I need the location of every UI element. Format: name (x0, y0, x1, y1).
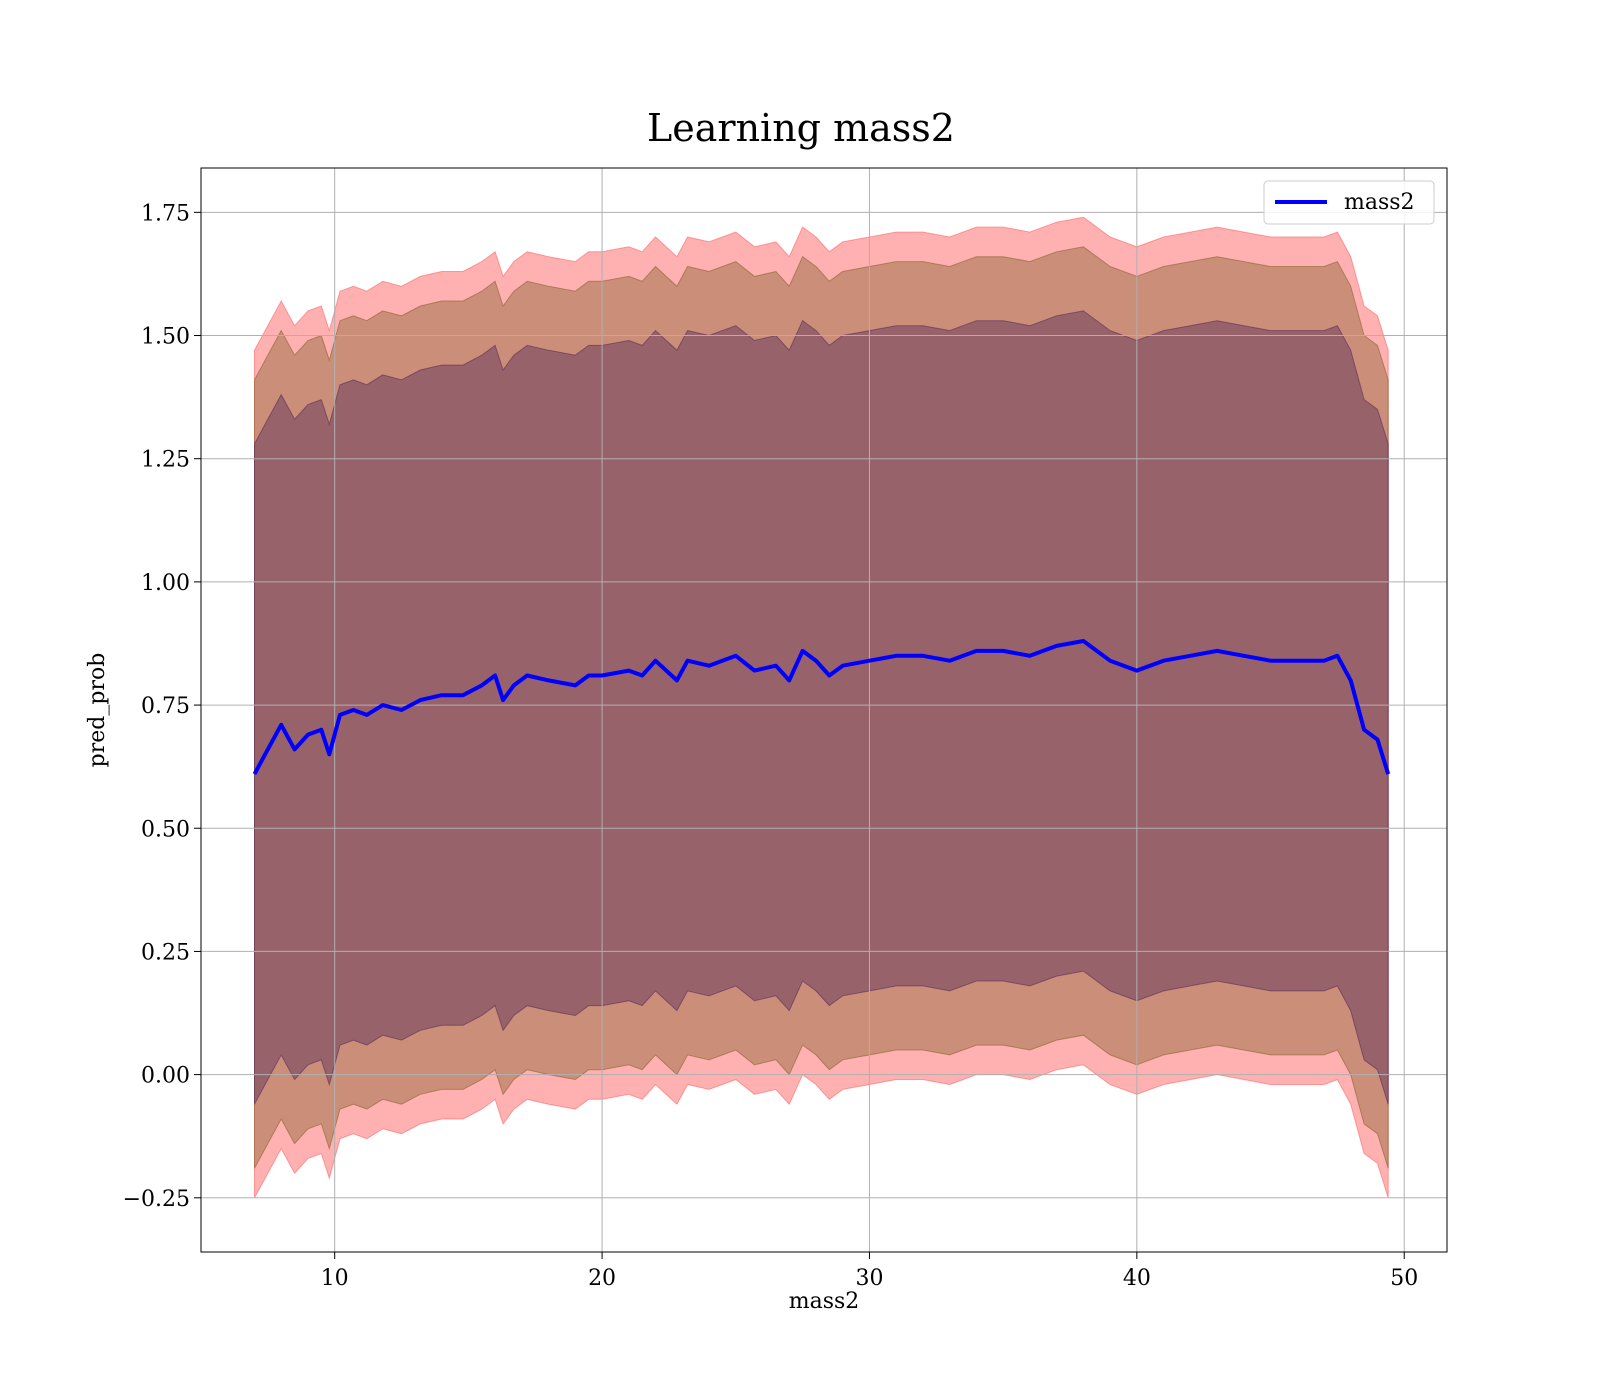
x-tick-label-2: 30 (855, 1266, 883, 1291)
y-tick-label-3: 0.50 (141, 817, 190, 842)
y-tick-label-6: 1.25 (141, 448, 190, 473)
y-axis-label: pred_prob (85, 653, 110, 768)
series-lines (252, 639, 1391, 776)
legend-box (1263, 180, 1435, 225)
y-axis-ticks: −0.25 0.00 0.25 0.50 0.75 1.00 1.25 1.50 1.75 (123, 201, 201, 1212)
series-line-mass2 (252, 639, 1391, 776)
band-1 (254, 246, 1389, 1169)
y-tick-label-4: 0.75 (141, 694, 190, 719)
y-tick-label-1: 0.00 (141, 1064, 190, 1089)
confidence-bands (254, 216, 1389, 1199)
plot-frame (200, 167, 1448, 1253)
x-tick-label-0: 10 (321, 1266, 349, 1291)
y-tick-label-0: −0.25 (123, 1187, 190, 1212)
y-tick-label-7: 1.50 (141, 325, 190, 350)
band-2 (254, 310, 1389, 1105)
y-tick-label-8: 1.75 (141, 201, 190, 226)
x-tick-label-3: 40 (1123, 1266, 1151, 1291)
legend: mass2 (1263, 180, 1435, 225)
chart-title: Learning mass2 (647, 106, 955, 150)
x-axis-ticks: 10 20 30 40 50 (321, 1252, 1418, 1291)
y-tick-label-2: 0.25 (141, 940, 190, 965)
legend-label-mass2: mass2 (1344, 190, 1415, 215)
x-tick-label-4: 50 (1390, 1266, 1418, 1291)
grid-lines (201, 168, 1447, 1252)
y-tick-label-5: 1.00 (141, 571, 190, 596)
x-tick-label-1: 20 (588, 1266, 616, 1291)
x-axis-label: mass2 (789, 1289, 860, 1314)
